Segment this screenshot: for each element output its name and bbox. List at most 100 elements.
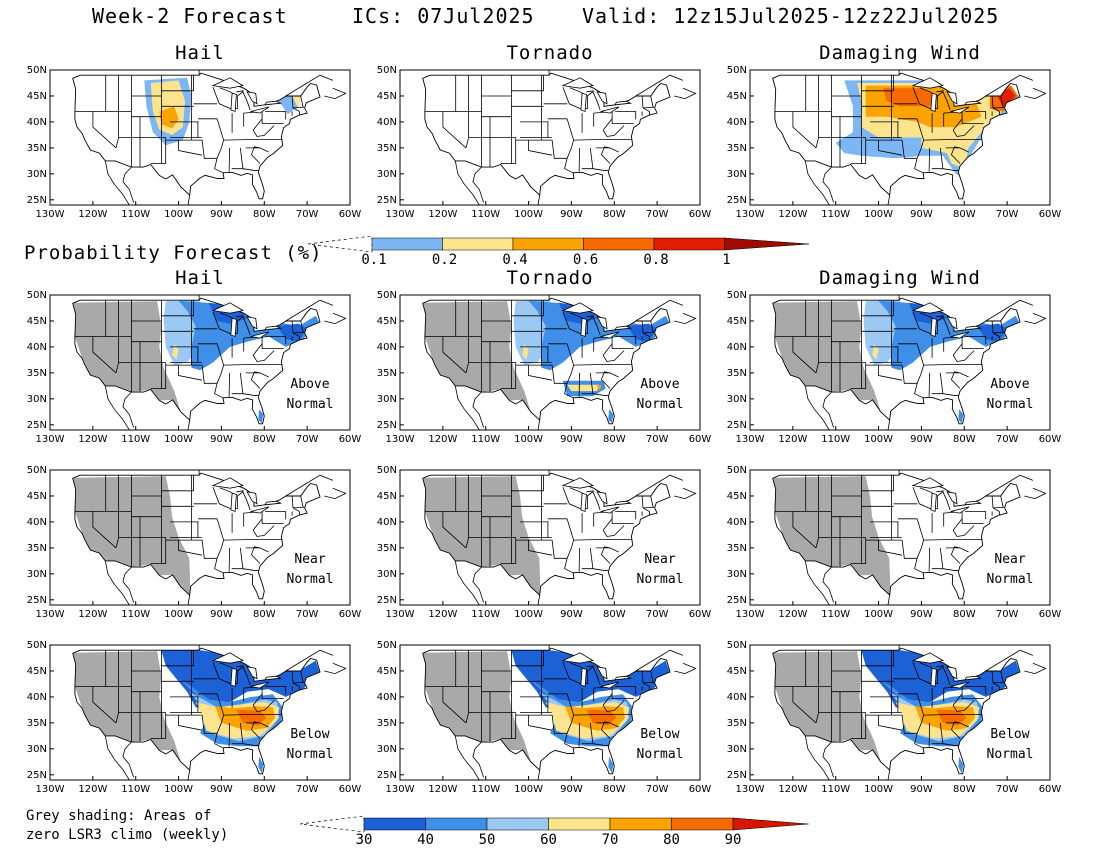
border-line: [822, 566, 834, 603]
state-boundary: [592, 393, 609, 397]
state-boundary: [236, 490, 244, 493]
lon-label: 110W: [121, 434, 150, 445]
lon-label: 130W: [736, 784, 765, 795]
lon-label: 130W: [386, 434, 415, 445]
lon-label: 120W: [778, 209, 807, 220]
colorbar-lower-triangle: [307, 235, 373, 253]
lat-label: 25N: [377, 770, 397, 781]
colorbar-swatch: [486, 817, 549, 831]
probability-shading: [172, 344, 179, 360]
probability-shading: [236, 709, 267, 726]
state-boundary: [92, 111, 117, 149]
state-boundary: [992, 507, 1004, 509]
great-lakes: [264, 325, 283, 331]
state-boundary: [250, 721, 261, 739]
lon-label: 120W: [428, 609, 457, 620]
great-lakes: [211, 302, 244, 314]
state-boundary: [528, 715, 553, 731]
lat-label: 40N: [377, 342, 397, 353]
state-boundary: [1000, 495, 1005, 508]
colorbar-tick-label: 0.2: [432, 252, 457, 266]
state-boundary: [292, 332, 304, 334]
lon-label: 80W: [253, 209, 276, 220]
probability-shading: [258, 756, 264, 774]
state-boundary: [650, 320, 655, 333]
great-lakes: [911, 302, 944, 314]
border-line: [122, 166, 134, 203]
map-frame: [749, 644, 1051, 781]
zero-climo-shading: [73, 476, 191, 596]
state-boundary: [611, 336, 634, 349]
lon-label: 60W: [339, 209, 362, 220]
us-outline: [772, 297, 1021, 425]
lon-label: 80W: [253, 434, 276, 445]
map-panel-above-damaging-wind: 50N 45N 40N 35N 30N 25N 130W 120W 110W 100W 90W 80W…: [727, 290, 1062, 455]
panel-title-tornado-anom: Tornado: [506, 267, 594, 289]
lon-label: 130W: [36, 209, 65, 220]
great-lakes: [600, 106, 620, 114]
lon-label: 130W: [736, 434, 765, 445]
lon-label: 110W: [471, 434, 500, 445]
lat-label: 45N: [727, 491, 747, 502]
anomaly-label-line: Near: [294, 552, 326, 567]
map-panel-below-hail: 50N 45N 40N 35N 30N 25N 130W 120W 110W 100W 90W 80W…: [27, 640, 362, 805]
state-boundary: [150, 537, 167, 564]
border-line: [104, 735, 130, 781]
state-boundary: [580, 91, 601, 111]
state-boundary: [92, 511, 117, 549]
state-boundary: [252, 518, 263, 531]
state-boundary: [602, 125, 625, 137]
lon-label: 120W: [78, 609, 107, 620]
anomaly-label-line: Below: [640, 727, 680, 742]
colorbar-swatch: [671, 817, 734, 831]
probability-shading: [596, 384, 602, 391]
border-line: [187, 420, 191, 431]
state-boundary: [595, 147, 619, 153]
anomaly-label-line: Normal: [986, 747, 1034, 762]
zero-climo-shading: [773, 301, 881, 412]
state-boundary: [562, 86, 582, 110]
state-boundary: [602, 350, 625, 362]
colorbar-swatch: [548, 817, 611, 831]
state-boundary: [945, 372, 969, 378]
state-boundary: [300, 320, 305, 333]
border-line: [285, 649, 334, 672]
state-boundary: [578, 147, 580, 172]
lat-label: 35N: [377, 368, 397, 379]
state-boundary: [300, 670, 305, 683]
border-line: [472, 566, 484, 603]
anomaly-label-line: Normal: [286, 572, 334, 587]
lat-label: 30N: [27, 569, 47, 580]
state-boundary: [245, 547, 269, 553]
border-line: [104, 160, 130, 206]
lat-label: 40N: [377, 692, 397, 703]
colorbar-swatch: [732, 817, 809, 831]
great-lakes: [950, 106, 970, 114]
map-panel-probability-tornado: 50N 45N 40N 35N 30N 25N 130W 120W 110W 100W 90W 80W…: [377, 65, 712, 230]
us-outline: [72, 647, 321, 775]
great-lakes: [580, 492, 587, 513]
border-line: [887, 770, 891, 781]
state-boundary: [950, 371, 961, 389]
state-boundary: [551, 365, 568, 384]
great-lakes: [211, 652, 244, 664]
great-lakes: [246, 491, 258, 505]
anomaly-label-line: Above: [640, 377, 680, 392]
great-lakes: [580, 667, 587, 688]
state-boundary: [602, 118, 613, 131]
map-svg: 50N 45N 40N 35N 30N 25N 130W 120W 110W 100W 90W 80W…: [377, 65, 712, 220]
state-boundary: [442, 111, 467, 149]
state-boundary: [965, 111, 987, 120]
great-lakes: [230, 317, 237, 338]
state-boundary: [600, 721, 611, 739]
state-boundary: [916, 518, 983, 541]
great-lakes: [580, 317, 587, 338]
zero-climo-shading: [423, 651, 531, 762]
lat-label: 45N: [377, 316, 397, 327]
lon-label: 100W: [164, 434, 193, 445]
lat-label: 35N: [27, 543, 47, 554]
great-lakes: [561, 302, 594, 314]
initial-conditions: ICs: 07Jul2025: [352, 4, 535, 28]
lat-label: 25N: [27, 420, 47, 431]
state-boundary: [602, 700, 625, 712]
